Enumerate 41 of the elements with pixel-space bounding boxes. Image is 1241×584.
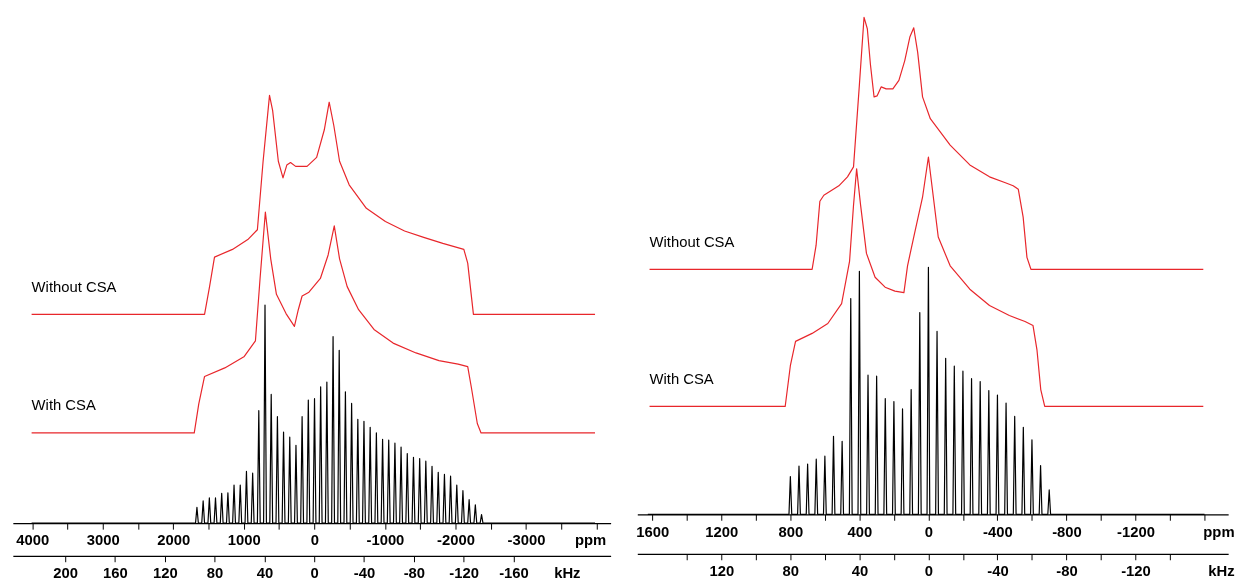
series-label: Without CSA	[31, 278, 117, 295]
x2-tick-label: 200	[53, 565, 78, 582]
series-label: Without CSA	[649, 233, 735, 250]
x2-tick-label: -80	[1056, 563, 1078, 580]
x2-tick-label: 40	[256, 565, 274, 582]
x-axis-title: ppm	[574, 532, 607, 549]
x-tick-label: -800	[1052, 523, 1082, 540]
x2-tick-label: -160	[499, 565, 529, 582]
x2-tick-label: -120	[1121, 563, 1151, 580]
x2-tick-label: 40	[851, 563, 869, 580]
x2-tick-label: -40	[353, 565, 376, 582]
x-tick-label: 4000	[16, 532, 50, 549]
x2-tick-label: 120	[709, 563, 735, 580]
series-label: With CSA	[649, 370, 714, 387]
x2-tick-label: 80	[206, 565, 224, 582]
x2-axis-title: kHz	[1208, 563, 1235, 580]
x-tick-label: 3000	[86, 532, 120, 549]
x2-tick-label: -40	[987, 563, 1009, 580]
x-tick-label: 0	[924, 523, 934, 540]
x-axis-title: ppm	[1203, 523, 1235, 540]
x-tick-label: 1200	[705, 523, 739, 540]
series-label: With CSA	[31, 397, 96, 414]
x-tick-label: 1000	[227, 532, 261, 549]
x-tick-label: -1000	[366, 532, 405, 549]
x-tick-label: 800	[778, 523, 804, 540]
x2-tick-label: 120	[152, 565, 178, 582]
x2-axis-title: kHz	[554, 565, 581, 582]
x2-tick-label: -80	[403, 565, 426, 582]
x2-tick-label: 0	[310, 565, 319, 582]
x-tick-label: -2000	[436, 532, 475, 549]
x2-tick-label: 0	[924, 563, 934, 580]
x2-tick-label: 80	[782, 563, 800, 580]
x-tick-label: -1200	[1117, 523, 1155, 540]
x-tick-label: 0	[310, 532, 319, 549]
x-tick-label: 2000	[157, 532, 191, 549]
x2-tick-label: -120	[449, 565, 479, 582]
x2-tick-label: 160	[103, 565, 128, 582]
x-tick-label: 400	[847, 523, 873, 540]
x-tick-label: 1600	[636, 523, 670, 540]
x-tick-label: -400	[983, 523, 1013, 540]
x-tick-label: -3000	[507, 532, 546, 549]
